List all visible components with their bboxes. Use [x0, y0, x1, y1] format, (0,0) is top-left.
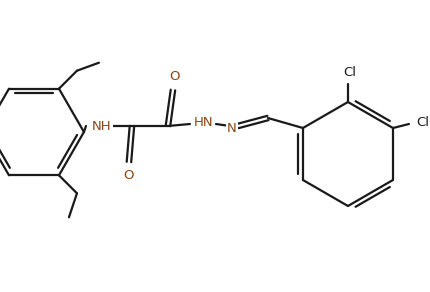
Text: N: N — [227, 121, 237, 135]
Text: O: O — [124, 169, 134, 182]
Text: NH: NH — [92, 119, 112, 133]
Text: HN: HN — [194, 116, 214, 128]
Text: O: O — [170, 69, 180, 83]
Text: Cl: Cl — [344, 65, 356, 79]
Text: Cl: Cl — [417, 116, 430, 128]
